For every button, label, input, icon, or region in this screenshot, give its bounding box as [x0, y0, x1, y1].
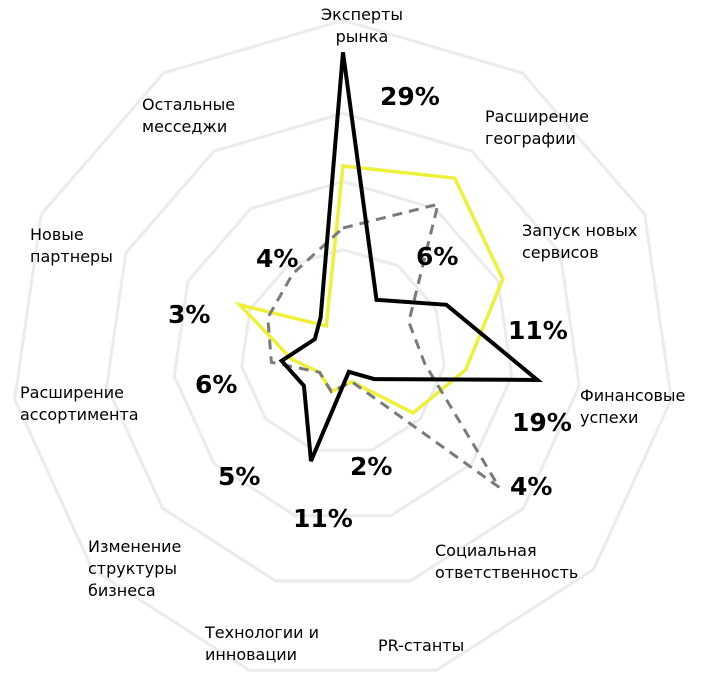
value-label: 6% [195, 370, 238, 399]
axis-label: Расширение ассортимента [20, 383, 139, 424]
value-label: 11% [508, 316, 568, 345]
value-label: 2% [350, 452, 393, 481]
value-label: 29% [380, 82, 440, 111]
value-label: 6% [416, 242, 459, 271]
value-label: 19% [512, 408, 572, 437]
series-line [234, 164, 505, 415]
value-label: 11% [293, 504, 353, 533]
axis-label: Эксперты рынка [320, 5, 404, 46]
series-line [278, 52, 543, 462]
axis-label: Технологии и инновации [205, 623, 320, 664]
axis-label: PR-станты [378, 636, 465, 655]
grid-ring [13, 18, 673, 672]
value-label: 5% [218, 462, 261, 491]
value-label: 3% [168, 300, 211, 329]
axis-label: Новые партнеры [30, 225, 113, 266]
grid-ring [240, 248, 446, 452]
value-label: 4% [256, 244, 299, 273]
axis-label: Остальные месседжи [142, 95, 236, 136]
axis-label: Финансовые успехи [580, 386, 686, 427]
axis-label: Социальная ответственность [435, 541, 579, 582]
axis-label: Запуск новых сервисов [522, 221, 638, 262]
grid-ring [172, 179, 514, 518]
axis-label: Расширение географии [485, 107, 589, 148]
axis-label: Изменение структуры бизнеса [88, 537, 182, 600]
value-label: 4% [510, 472, 553, 501]
grid-ring [105, 111, 581, 583]
